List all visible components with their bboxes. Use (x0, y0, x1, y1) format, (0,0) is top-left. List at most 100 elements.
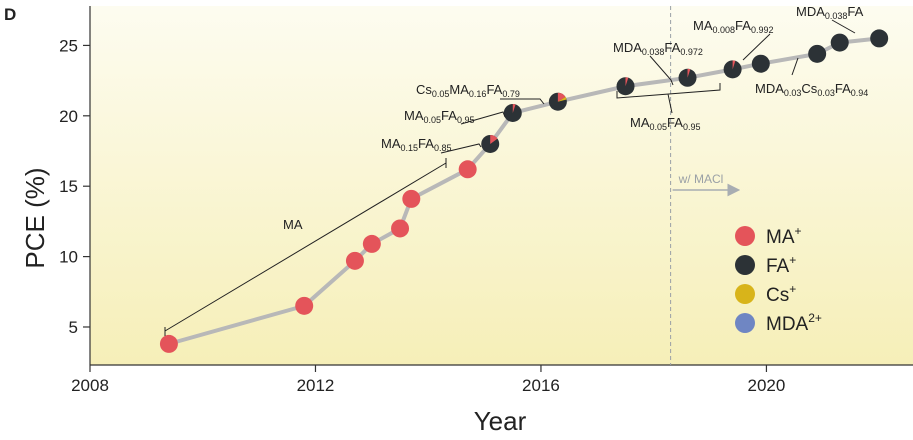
data-point (678, 68, 697, 87)
annotation-subscript: 0.992 (751, 25, 774, 35)
data-point (481, 134, 500, 153)
annotation-ma015: MA0.15FA0.85 (381, 136, 451, 153)
annotation-subscript: 0.03 (784, 88, 802, 98)
annotation-subscript: 0.05 (650, 122, 668, 132)
annotation-text: Cs (416, 82, 432, 97)
x-tick-label: 2008 (71, 376, 109, 395)
data-point-marker (458, 160, 477, 179)
annotation-text: Cs (801, 81, 817, 96)
annotation-ma005a: MA0.05FA0.95 (404, 108, 474, 125)
annotation-text: MDA (796, 4, 825, 19)
y-tick-label: 20 (59, 107, 78, 126)
data-point (402, 189, 421, 208)
data-point (870, 29, 889, 48)
legend-label-superscript: 2+ (808, 311, 822, 325)
annotation-text: MDA (755, 81, 784, 96)
legend-label-fa: FA+ (766, 253, 796, 277)
annotation-ma008: MA0.008FA0.992 (693, 18, 773, 35)
annotation-text: FA (667, 115, 683, 130)
annotation-text: MA (693, 18, 713, 33)
annotation-subscript: 0.008 (713, 25, 736, 35)
axes: 2008 2012 2016 2020 5 10 15 20 25 (59, 6, 913, 395)
data-point-marker (751, 54, 770, 73)
legend-label-superscript: + (789, 282, 796, 296)
legend-swatch-ma (735, 226, 755, 246)
annotation-subscript: 0.95 (457, 115, 475, 125)
annotation-text: FA (418, 136, 434, 151)
data-point-marker (830, 33, 849, 52)
macl-label: w/ MACl (678, 172, 724, 186)
annotation-subscript: 0.94 (851, 88, 869, 98)
data-series (159, 29, 889, 353)
legend-swatch-mda (735, 313, 755, 333)
legend-label-ma: MA+ (766, 224, 802, 248)
legend-label-superscript: + (789, 253, 796, 267)
annotation-subscript: 0.16 (469, 89, 487, 99)
plot-area (90, 6, 913, 365)
data-point (830, 33, 849, 52)
data-point-marker (808, 44, 827, 63)
data-point-marker (295, 296, 314, 315)
legend-label-cs: Cs+ (766, 282, 796, 306)
annotation-leader (649, 55, 674, 86)
y-axis-title: PCE (%) (20, 167, 50, 268)
annotation-subscript: 0.03 (817, 88, 835, 98)
data-point-marker (345, 251, 364, 270)
legend-label-mda: MDA2+ (766, 311, 822, 335)
annotation-text: MDA (613, 40, 642, 55)
annotation-leader (831, 19, 856, 34)
data-point-marker (362, 234, 381, 253)
annotations: MAMA0.15FA0.85MA0.05FA0.95Cs0.05MA0.16FA… (164, 4, 869, 336)
legend-label-text: FA (766, 256, 790, 277)
annotation-subscript: 0.05 (432, 89, 450, 99)
data-point-marker (159, 334, 178, 353)
data-point-wedge (512, 103, 516, 113)
legend-swatch-fa (735, 255, 755, 275)
data-point (723, 60, 742, 79)
data-point (458, 160, 477, 179)
data-point-wedge (732, 60, 736, 70)
annotation-leader (164, 158, 447, 336)
annotation-leader (742, 33, 771, 61)
annotation-text: FA (486, 82, 502, 97)
data-point-wedge (557, 92, 566, 102)
annotation-text: MA (449, 82, 469, 97)
x-tick-label: 2020 (748, 376, 786, 395)
data-point-marker (870, 29, 889, 48)
data-point (345, 251, 364, 270)
legend: MA+FA+Cs+MDA2+ (735, 224, 822, 335)
data-point (362, 234, 381, 253)
data-point-wedge (625, 77, 629, 87)
annotation-text: MA (381, 136, 401, 151)
data-point (616, 77, 635, 96)
data-point (751, 54, 770, 73)
annotation-text: FA (847, 4, 863, 19)
legend-label-superscript: + (795, 224, 802, 238)
y-tick-label: 25 (59, 36, 78, 55)
data-point (159, 334, 178, 353)
annotation-subscript: 0.038 (825, 11, 848, 21)
data-point (295, 296, 314, 315)
data-point (391, 219, 410, 238)
panel-label: D (4, 5, 16, 24)
annotation-text: FA (664, 40, 680, 55)
annotation-leader (440, 143, 482, 154)
annotation-cs: Cs0.05MA0.16FA0.79 (416, 82, 520, 99)
annotation-subscript: 0.79 (502, 89, 520, 99)
data-point (548, 92, 567, 111)
annotation-subscript: 0.972 (680, 47, 703, 57)
data-point-wedge (490, 134, 498, 144)
annotation-mdafa: MDA0.038FA (796, 4, 864, 21)
data-point (808, 44, 827, 63)
annotation-ma005b: MA0.05FA0.95 (630, 115, 700, 132)
annotation-subscript: 0.85 (434, 143, 452, 153)
annotation-subscript: 0.038 (642, 47, 665, 57)
x-tick-label: 2016 (522, 376, 560, 395)
annotation-text: FA (441, 108, 457, 123)
y-tick-label: 10 (59, 248, 78, 267)
legend-label-text: Cs (766, 285, 789, 306)
annotation-leader (791, 57, 799, 76)
macl-overlay: w/ MACl (670, 6, 741, 365)
